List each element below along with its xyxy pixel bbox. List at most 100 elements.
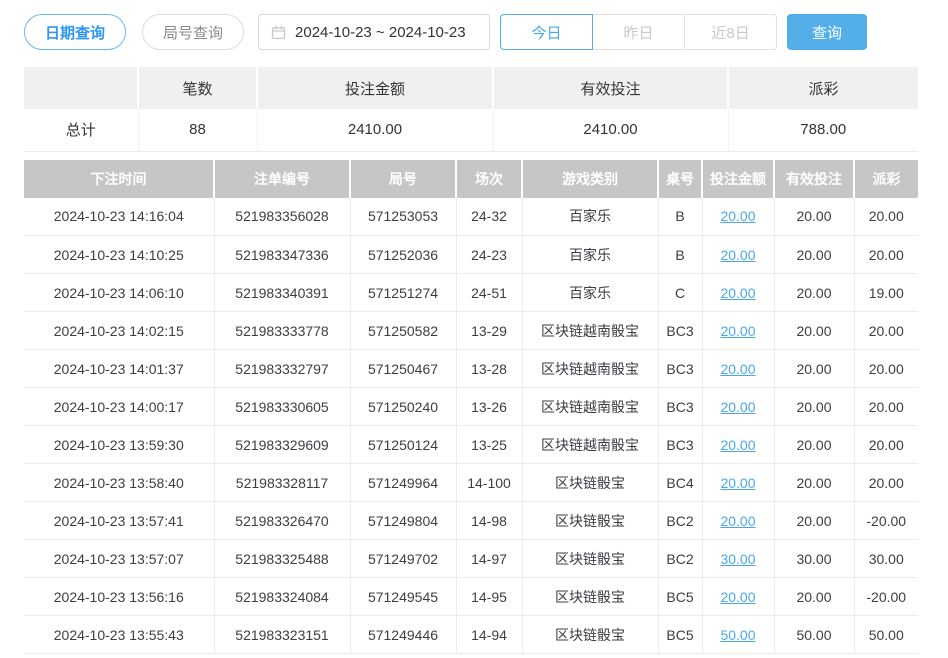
bet-amount-link[interactable]: 20.00 (720, 588, 756, 605)
cell-payout: 20.00 (853, 197, 918, 236)
summary-col-header-4: 派彩 (727, 67, 918, 109)
summary-total-value-3: 788.00 (727, 109, 918, 152)
cell-bet-number: 521983329609 (213, 425, 350, 464)
table-row: 2024-10-23 14:06:10 521983340391 571251274… (24, 273, 918, 312)
cell-bet-amount: 30.00 (701, 539, 774, 578)
cell-table-number: BC2 (657, 501, 702, 540)
cell-bet-amount: 20.00 (701, 425, 774, 464)
cell-bet-number: 521983347336 (213, 235, 350, 274)
cell-valid-bet: 20.00 (773, 577, 854, 616)
quick-filter-今日[interactable]: 今日 (500, 14, 594, 50)
cell-valid-bet: 20.00 (773, 197, 854, 236)
cell-payout: 20.00 (853, 387, 918, 426)
bet-amount-link[interactable]: 20.00 (720, 512, 756, 529)
cell-valid-bet: 20.00 (773, 463, 854, 502)
cell-bet-time: 2024-10-23 13:57:41 (24, 501, 214, 540)
cell-session: 24-23 (455, 235, 522, 274)
cell-game-type: 区块链骰宝 (521, 577, 658, 616)
cell-bet-time: 2024-10-23 13:59:30 (24, 425, 214, 464)
cell-bet-number: 521983323151 (213, 615, 350, 654)
cell-game-type: 区块链越南骰宝 (521, 349, 658, 388)
cell-bet-time: 2024-10-23 14:16:04 (24, 197, 214, 236)
summary-total-value-1: 2410.00 (256, 109, 493, 152)
bet-amount-link[interactable]: 20.00 (720, 398, 756, 415)
cell-bet-number: 521983325488 (213, 539, 350, 578)
search-button[interactable]: 查询 (787, 14, 868, 50)
cell-table-number: B (657, 235, 702, 274)
cell-bet-amount: 20.00 (701, 387, 774, 426)
bet-amount-link[interactable]: 20.00 (720, 208, 756, 225)
cell-table-number: B (657, 197, 702, 236)
bet-amount-link[interactable]: 20.00 (720, 436, 756, 453)
table-row: 2024-10-23 14:02:15 521983333778 571250582… (24, 311, 918, 350)
cell-round-number: 571249804 (349, 501, 456, 540)
cell-game-type: 百家乐 (521, 197, 658, 236)
cell-bet-amount: 20.00 (701, 273, 774, 312)
table-row: 2024-10-23 13:56:16 521983324084 571249545… (24, 577, 918, 616)
cell-game-type: 区块链骰宝 (521, 463, 658, 502)
cell-bet-number: 521983340391 (213, 273, 350, 312)
table-row: 2024-10-23 13:55:43 521983323151 571249446… (24, 615, 918, 654)
cell-table-number: BC3 (657, 311, 702, 350)
cell-bet-time: 2024-10-23 13:56:16 (24, 577, 214, 616)
cell-bet-amount: 20.00 (701, 311, 774, 350)
summary-col-header-3: 有效投注 (492, 67, 728, 109)
cell-payout: -20.00 (853, 577, 918, 616)
cell-bet-time: 2024-10-23 14:10:25 (24, 235, 214, 274)
cell-session: 24-51 (455, 273, 522, 312)
cell-game-type: 区块链越南骰宝 (521, 311, 658, 350)
cell-session: 14-97 (455, 539, 522, 578)
query-toolbar: 日期查询 局号查询 2024-10-23 ~ 2024-10-23 今日 昨日 近8… (0, 0, 948, 50)
quick-filter-昨日[interactable]: 昨日 (592, 14, 686, 50)
cell-valid-bet: 20.00 (773, 235, 854, 274)
cell-session: 13-28 (455, 349, 522, 388)
summary-col-header-0 (24, 67, 138, 109)
cell-valid-bet: 50.00 (773, 615, 854, 654)
cell-game-type: 百家乐 (521, 273, 658, 312)
cell-payout: 20.00 (853, 349, 918, 388)
cell-bet-time: 2024-10-23 13:55:43 (24, 615, 214, 654)
bet-amount-link[interactable]: 20.00 (720, 284, 756, 301)
quick-filter-近8日[interactable]: 近8日 (684, 14, 778, 50)
cell-round-number: 571249545 (349, 577, 456, 616)
summary-total-label: 总计 (24, 109, 138, 152)
round-query-tab-button[interactable]: 局号查询 (142, 14, 245, 50)
table-row: 2024-10-23 13:59:30 521983329609 571250124… (24, 425, 918, 464)
table-row: 2024-10-23 14:10:25 521983347336 571252036… (24, 235, 918, 274)
date-query-tab-button[interactable]: 日期查询 (24, 14, 127, 50)
bet-amount-link[interactable]: 50.00 (720, 626, 756, 643)
bet-amount-link[interactable]: 20.00 (720, 246, 756, 263)
date-range-input[interactable]: 2024-10-23 ~ 2024-10-23 (258, 14, 491, 50)
cell-payout: 50.00 (853, 615, 918, 654)
cell-valid-bet: 20.00 (773, 311, 854, 350)
cell-round-number: 571250582 (349, 311, 456, 350)
bet-amount-link[interactable]: 20.00 (720, 474, 756, 491)
cell-payout: 20.00 (853, 311, 918, 350)
bet-amount-link[interactable]: 20.00 (720, 322, 756, 339)
bet-col-header-4: 游戏类别 (521, 159, 658, 198)
cell-session: 13-25 (455, 425, 522, 464)
table-row: 2024-10-23 13:57:07 521983325488 571249702… (24, 539, 918, 578)
bet-amount-link[interactable]: 30.00 (720, 550, 756, 567)
cell-round-number: 571249964 (349, 463, 456, 502)
cell-session: 13-29 (455, 311, 522, 350)
cell-session: 13-26 (455, 387, 522, 426)
cell-game-type: 区块链骰宝 (521, 501, 658, 540)
calendar-icon (271, 25, 286, 39)
cell-game-type: 百家乐 (521, 235, 658, 274)
cell-round-number: 571250240 (349, 387, 456, 426)
bet-col-header-2: 局号 (349, 159, 456, 198)
bet-amount-link[interactable]: 20.00 (720, 360, 756, 377)
cell-round-number: 571253053 (349, 197, 456, 236)
bet-col-header-1: 注单编号 (213, 159, 350, 198)
cell-valid-bet: 20.00 (773, 387, 854, 426)
cell-bet-number: 521983333778 (213, 311, 350, 350)
cell-bet-time: 2024-10-23 13:58:40 (24, 463, 214, 502)
cell-valid-bet: 20.00 (773, 273, 854, 312)
cell-valid-bet: 30.00 (773, 539, 854, 578)
bet-col-header-7: 有效投注 (773, 159, 854, 198)
table-row: 2024-10-23 13:58:40 521983328117 571249964… (24, 463, 918, 502)
cell-bet-number: 521983328117 (213, 463, 350, 502)
cell-game-type: 区块链越南骰宝 (521, 425, 658, 464)
cell-bet-amount: 20.00 (701, 197, 774, 236)
